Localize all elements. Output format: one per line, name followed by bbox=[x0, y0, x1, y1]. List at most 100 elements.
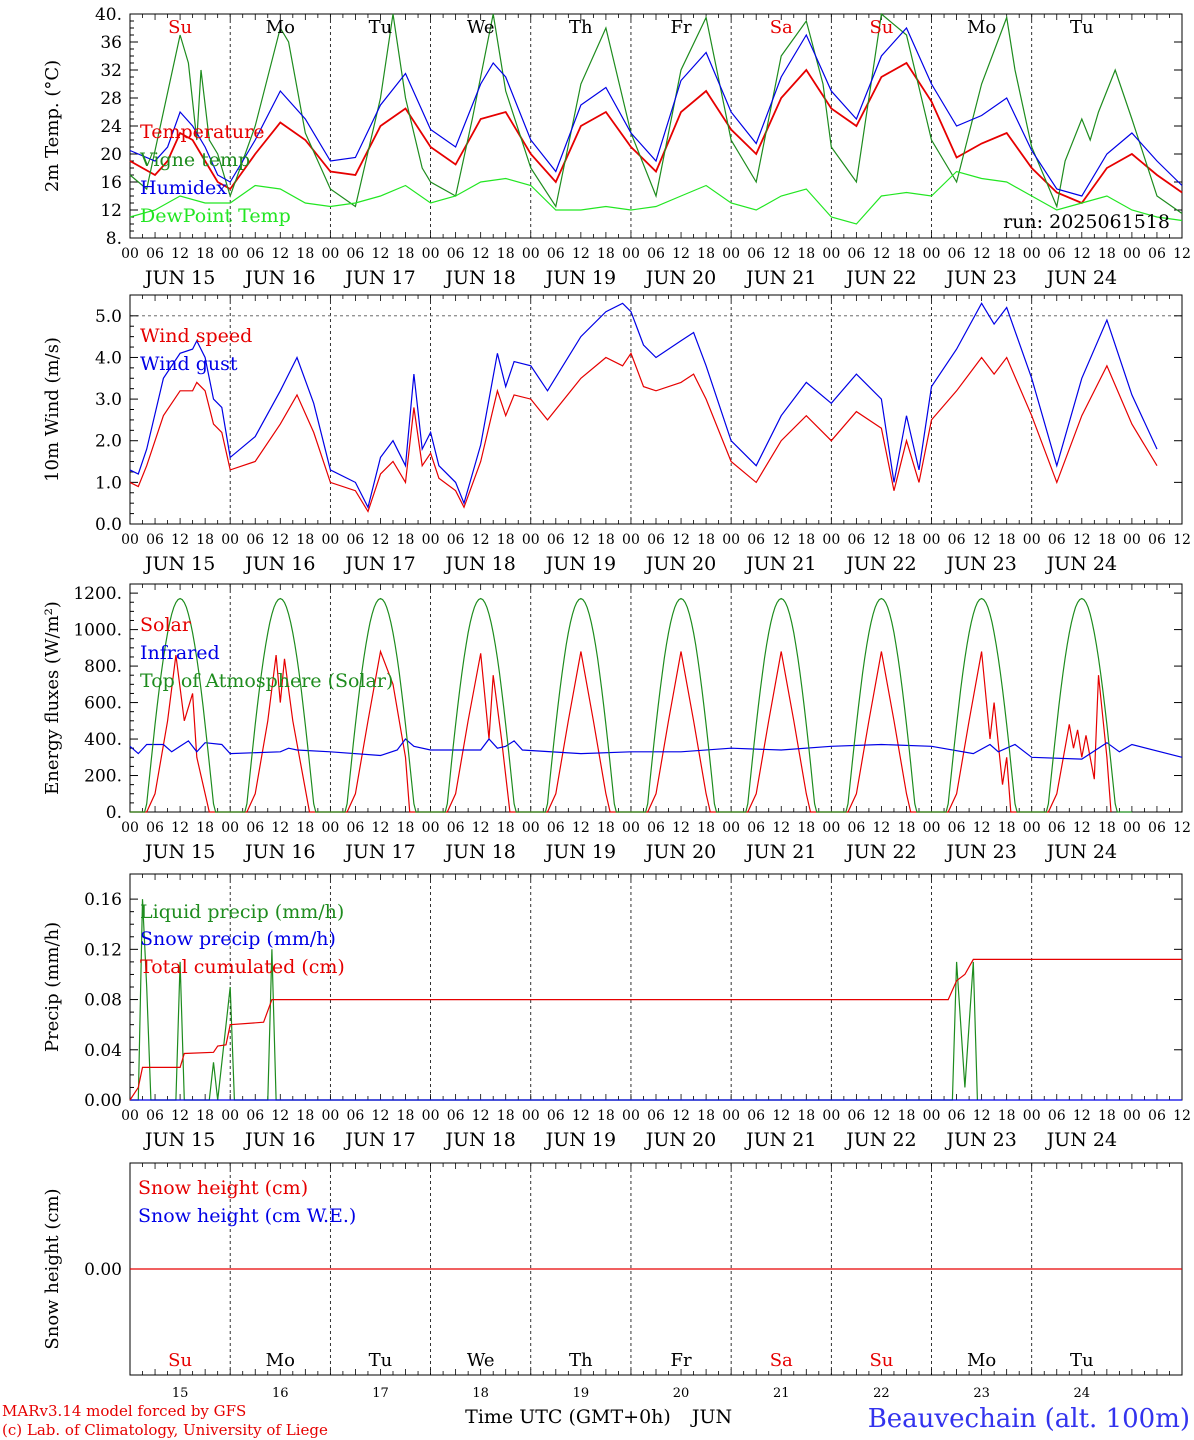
x-hour-label: 18 bbox=[296, 1108, 314, 1124]
x-hour-label: 18 bbox=[898, 1108, 916, 1124]
x-hour-label: 06 bbox=[647, 1108, 665, 1124]
x-hour-label: 06 bbox=[847, 246, 865, 262]
x-hour-label: 06 bbox=[948, 246, 966, 262]
x-hour-label: 00 bbox=[522, 246, 540, 262]
day-number-label: 21 bbox=[773, 1386, 790, 1401]
x-hour-label: 06 bbox=[547, 532, 565, 548]
x-hour-label: 18 bbox=[597, 1108, 615, 1124]
y-axis-label: Precip (mm/h) bbox=[42, 922, 63, 1052]
x-hour-label: 00 bbox=[321, 246, 339, 262]
x-date-label: JUN 16 bbox=[243, 553, 315, 575]
y-tick-label: 0. bbox=[106, 803, 122, 823]
x-hour-label: 18 bbox=[397, 532, 415, 548]
x-hour-label: 00 bbox=[1023, 246, 1041, 262]
y-tick-label: 0.00 bbox=[84, 1091, 122, 1111]
y-tick-label: 20 bbox=[100, 145, 122, 165]
x-hour-label: 06 bbox=[1148, 820, 1166, 836]
x-hour-label: 18 bbox=[196, 246, 214, 262]
x-hour-label: 12 bbox=[772, 246, 790, 262]
weekday-label: Mo bbox=[967, 1350, 996, 1371]
x-date-label: JUN 23 bbox=[944, 841, 1016, 863]
panel-frame bbox=[129, 583, 1183, 813]
legend-entry: Vigne temp bbox=[139, 149, 250, 171]
y-tick-label: 3.0 bbox=[95, 390, 122, 410]
x-date-label: JUN 22 bbox=[844, 841, 916, 863]
x-hour-label: 00 bbox=[822, 246, 840, 262]
x-hour-label: 18 bbox=[296, 820, 314, 836]
panel-1 bbox=[129, 12, 1183, 239]
x-date-label: JUN 15 bbox=[143, 267, 215, 289]
x-hour-label: 06 bbox=[447, 246, 465, 262]
x-hour-label: 12 bbox=[873, 532, 891, 548]
x-hour-label: 00 bbox=[622, 1108, 640, 1124]
x-hour-label: 12 bbox=[372, 246, 390, 262]
x-hour-label: 18 bbox=[196, 820, 214, 836]
legend-entry: Wind gust bbox=[140, 353, 238, 375]
x-hour-label: 00 bbox=[1123, 246, 1141, 262]
x-hour-label: 12 bbox=[672, 820, 690, 836]
x-hour-label: 00 bbox=[321, 820, 339, 836]
x-date-label: JUN 24 bbox=[1045, 1129, 1117, 1151]
legend-entry: Temperature bbox=[140, 121, 264, 143]
x-hour-label: 12 bbox=[672, 246, 690, 262]
y-tick-label: 800. bbox=[84, 657, 122, 677]
x-hour-label: 06 bbox=[447, 820, 465, 836]
x-hour-label: 12 bbox=[873, 1108, 891, 1124]
x-hour-label: 18 bbox=[597, 246, 615, 262]
x-hour-label: 12 bbox=[271, 820, 289, 836]
x-date-label: JUN 18 bbox=[443, 553, 515, 575]
x-axis-label: Time UTC (GMT+0h) bbox=[465, 1406, 671, 1428]
day-number-label: 22 bbox=[873, 1386, 890, 1401]
x-hour-label: 18 bbox=[998, 820, 1016, 836]
x-hour-label: 06 bbox=[747, 532, 765, 548]
x-date-label: JUN 19 bbox=[544, 267, 616, 289]
day-number-label: 16 bbox=[272, 1386, 289, 1401]
x-hour-label: 12 bbox=[873, 820, 891, 836]
x-hour-label: 06 bbox=[747, 246, 765, 262]
y-axis-label: 2m Temp. (°C) bbox=[42, 60, 63, 192]
x-hour-label: 12 bbox=[572, 246, 590, 262]
x-hour-label: 00 bbox=[221, 1108, 239, 1124]
y-axis-label: Energy fluxes (W/m²) bbox=[42, 601, 63, 795]
legend-entry: Snow height (cm W.E.) bbox=[138, 1205, 356, 1227]
series-infrared bbox=[129, 738, 1183, 760]
x-date-label: JUN 19 bbox=[544, 841, 616, 863]
x-hour-label: 06 bbox=[847, 532, 865, 548]
x-hour-label: 18 bbox=[797, 246, 815, 262]
y-tick-label: 200. bbox=[84, 767, 122, 787]
x-hour-label: 12 bbox=[1173, 820, 1191, 836]
x-hour-label: 00 bbox=[121, 246, 139, 262]
x-hour-label: 00 bbox=[422, 820, 440, 836]
x-hour-label: 12 bbox=[672, 532, 690, 548]
weekday-label: Fr bbox=[671, 17, 692, 38]
x-hour-label: 00 bbox=[722, 532, 740, 548]
x-hour-label: 00 bbox=[121, 820, 139, 836]
legend-entry: Solar bbox=[140, 614, 192, 636]
x-date-label: JUN 19 bbox=[544, 553, 616, 575]
x-date-label: JUN 23 bbox=[944, 267, 1016, 289]
x-hour-label: 18 bbox=[797, 820, 815, 836]
x-hour-label: 06 bbox=[547, 246, 565, 262]
x-hour-label: 06 bbox=[847, 1108, 865, 1124]
x-hour-label: 06 bbox=[948, 820, 966, 836]
x-hour-label: 18 bbox=[797, 1108, 815, 1124]
x-hour-label: 00 bbox=[121, 1108, 139, 1124]
x-hour-label: 00 bbox=[321, 532, 339, 548]
x-hour-label: 12 bbox=[472, 1108, 490, 1124]
y-tick-label: 0.04 bbox=[84, 1041, 122, 1061]
x-hour-label: 00 bbox=[622, 820, 640, 836]
x-hour-label: 12 bbox=[572, 532, 590, 548]
x-hour-label: 00 bbox=[221, 820, 239, 836]
weekday-label: Fr bbox=[671, 1350, 692, 1371]
x-hour-label: 06 bbox=[347, 532, 365, 548]
legend-entry: Humidex bbox=[140, 177, 227, 199]
series-dewpoint-temp bbox=[129, 170, 1183, 225]
x-hour-label: 12 bbox=[973, 532, 991, 548]
x-hour-label: 12 bbox=[1073, 820, 1091, 836]
x-hour-label: 06 bbox=[1048, 246, 1066, 262]
x-date-label: JUN 20 bbox=[644, 841, 716, 863]
x-hour-label: 12 bbox=[772, 1108, 790, 1124]
legend-entry: Snow height (cm) bbox=[138, 1177, 308, 1199]
x-hour-label: 06 bbox=[948, 1108, 966, 1124]
x-hour-label: 00 bbox=[522, 1108, 540, 1124]
